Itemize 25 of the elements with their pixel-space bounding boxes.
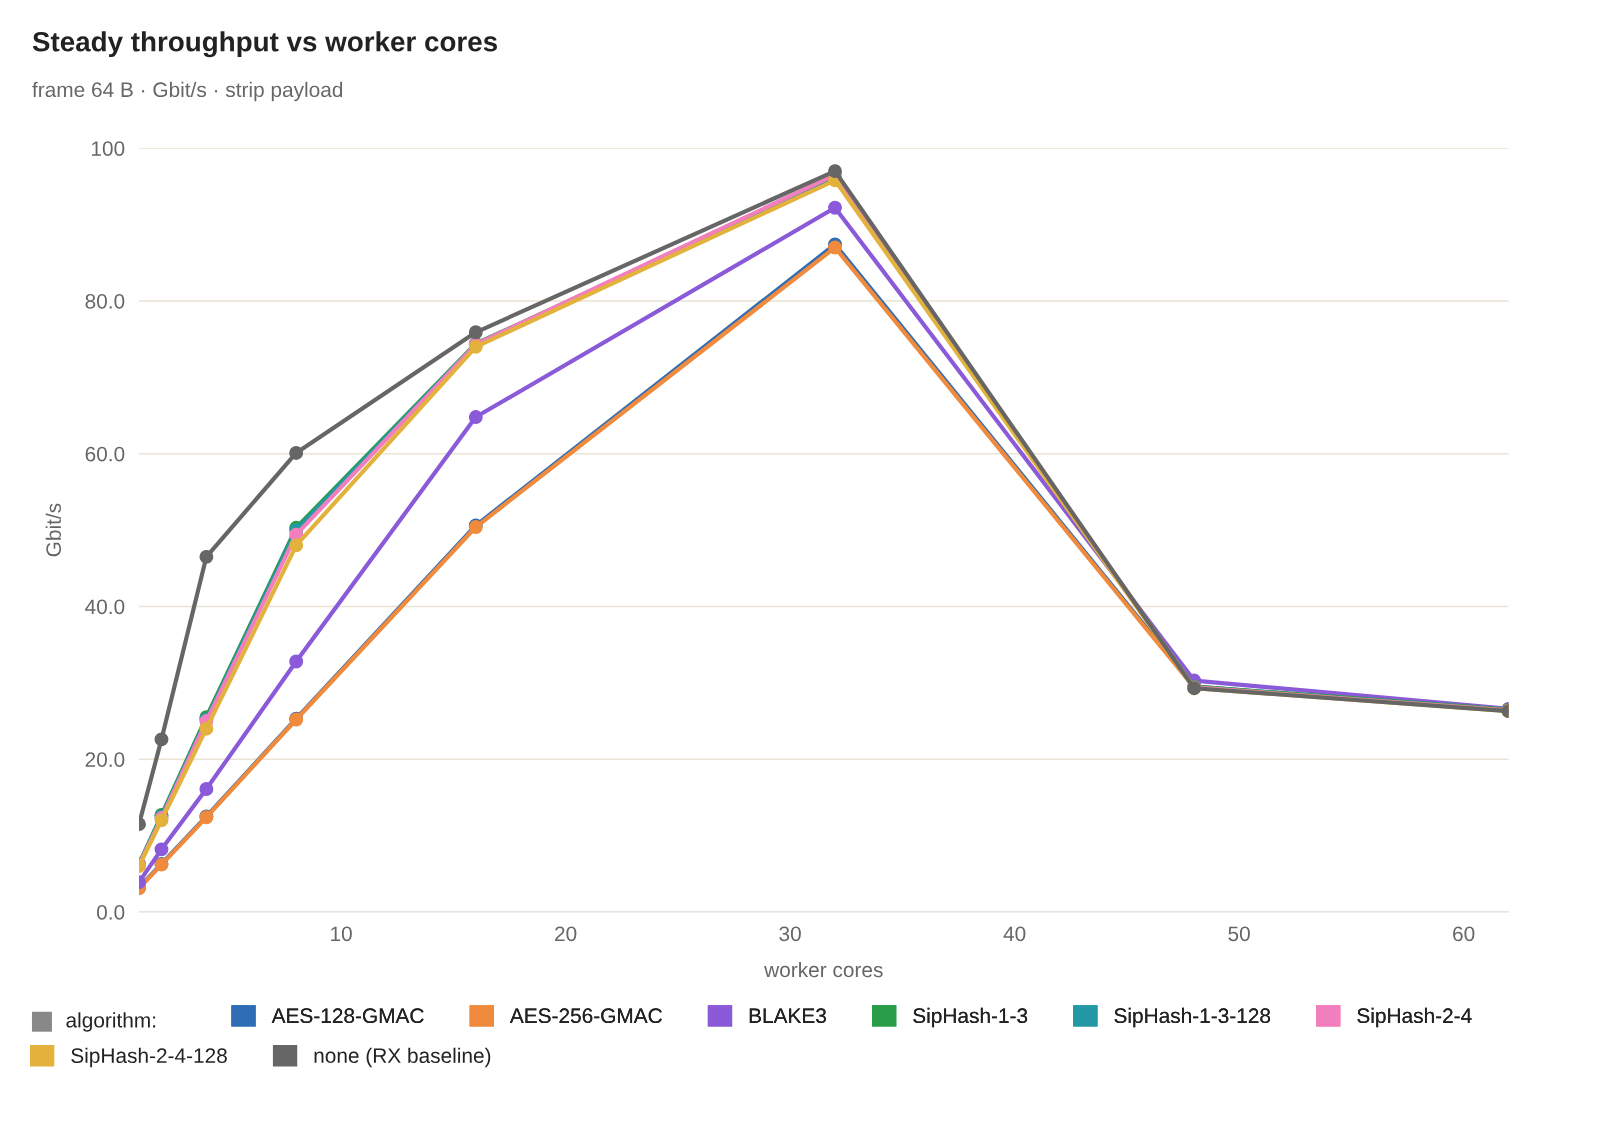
x-tick-label: 10 <box>331 926 352 942</box>
x-tick-label: 60 <box>1453 926 1475 942</box>
y-tick-label: 100 <box>91 141 125 156</box>
chart-title: Steady throughput vs worker cores <box>32 31 497 58</box>
legend-label: none (RX baseline) <box>314 1047 491 1068</box>
legend-title: algorithm: <box>66 1012 156 1032</box>
legend-label: SipHash-2-4 <box>1357 1007 1472 1028</box>
chart-subtitle: frame 64 B · Gbit/s · strip payload <box>32 81 343 102</box>
y-axis-title: Gbit/s <box>45 503 62 557</box>
x-tick-label: 20 <box>555 926 577 942</box>
y-tick-label: 0.0 <box>96 905 125 920</box>
y-tick-label: 80.0 <box>85 293 125 309</box>
legend-label: AES-128-GMAC <box>271 1008 424 1024</box>
legend-label: SipHash-1-3 <box>913 1007 1028 1028</box>
y-tick-label: 40.0 <box>85 599 125 615</box>
x-axis-title: worker cores <box>764 961 883 978</box>
legend-label: BLAKE3 <box>749 1008 826 1024</box>
x-tick-label: 50 <box>1228 926 1250 942</box>
legend-label: SipHash-1-3-128 <box>1114 1007 1271 1028</box>
y-tick-label: 20.0 <box>85 752 125 767</box>
legend-label: AES-256-GMAC <box>509 1008 662 1024</box>
x-tick-label: 40 <box>1003 926 1026 942</box>
legend-label: SipHash-2-4-128 <box>71 1047 227 1068</box>
y-tick-label: 60.0 <box>85 446 125 462</box>
x-tick-label: 30 <box>779 926 801 942</box>
